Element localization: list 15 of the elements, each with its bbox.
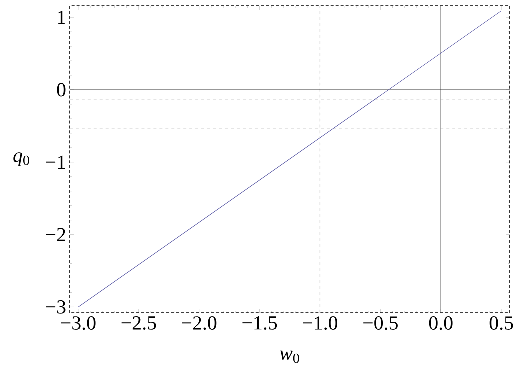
y-tick-label: −3 <box>46 300 66 314</box>
y-tick-label: 0 <box>57 83 66 97</box>
x-tick-label: −1.5 <box>242 316 278 330</box>
y-tick-label: −1 <box>46 156 66 169</box>
x-tick-label: 0.0 <box>429 316 453 330</box>
x-tick-label: −3.0 <box>61 316 96 330</box>
x-axis-title: w$_{0}$ <box>280 350 300 364</box>
y-axis-title: q$_{0}$ <box>14 152 30 166</box>
x-tick-label: −0.5 <box>364 316 398 330</box>
x-tick-label: −1.0 <box>303 316 338 330</box>
x-tick-label: −2.5 <box>122 316 156 330</box>
y-tick-label: −2 <box>46 228 66 242</box>
x-tick-label: −2.0 <box>182 316 217 330</box>
y-tick-label: 1 <box>58 11 66 24</box>
x-tick-label: 0.5 <box>490 316 514 330</box>
